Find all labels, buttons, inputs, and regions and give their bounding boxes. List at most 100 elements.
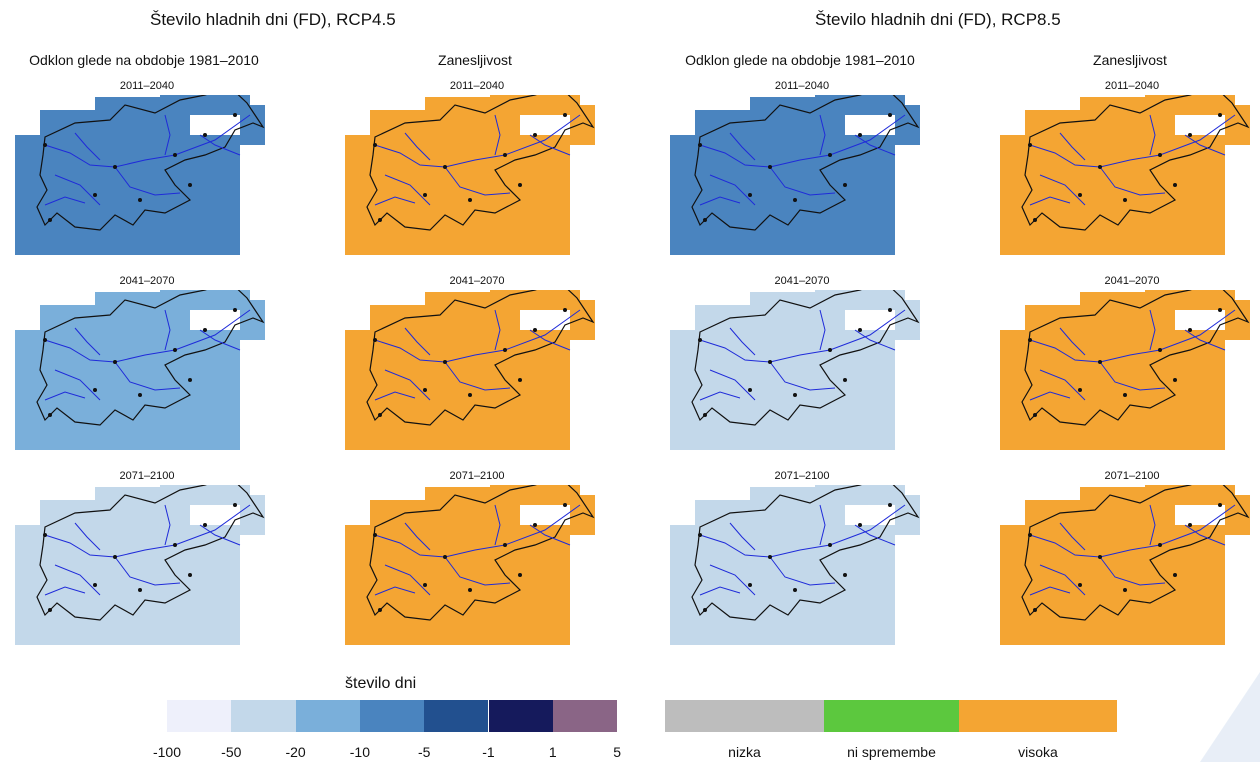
city-marker <box>888 503 892 507</box>
city-marker <box>468 393 472 397</box>
river-line <box>769 556 836 586</box>
city-marker <box>48 608 52 612</box>
river-line <box>374 534 446 558</box>
river-line <box>1029 144 1101 168</box>
city-marker <box>93 388 97 392</box>
city-marker <box>1078 583 1082 587</box>
river-line <box>709 564 756 596</box>
city-marker <box>563 113 567 117</box>
city-marker <box>43 143 47 147</box>
city-marker <box>1028 533 1032 537</box>
map-grid-cell <box>490 290 580 310</box>
city-marker <box>888 113 892 117</box>
river-line <box>709 174 756 206</box>
map-grid-cell <box>815 485 905 505</box>
city-marker <box>1028 338 1032 342</box>
city-marker <box>793 393 797 397</box>
river-line <box>44 196 86 206</box>
city-marker <box>748 583 752 587</box>
river-line <box>699 144 771 168</box>
city-marker <box>748 388 752 392</box>
river-line <box>444 361 511 391</box>
river-line <box>819 504 826 546</box>
city-marker <box>518 378 522 382</box>
period-label-reliability: 2011–2040 <box>1104 80 1160 92</box>
country-border <box>366 485 595 621</box>
city-marker <box>233 113 237 117</box>
legend-days-tick: 1 <box>548 744 557 760</box>
city-marker <box>443 360 447 364</box>
river-line <box>74 522 101 551</box>
deviation-map <box>670 95 920 255</box>
river-line <box>1029 391 1071 401</box>
city-marker <box>533 328 537 332</box>
city-marker <box>468 588 472 592</box>
river-line <box>819 114 826 156</box>
country-border <box>366 290 595 426</box>
city-marker <box>203 133 207 137</box>
city-marker <box>173 153 177 157</box>
river-line <box>854 524 896 546</box>
city-marker <box>373 338 377 342</box>
map-grid-cell <box>160 485 250 505</box>
river-line <box>114 361 181 391</box>
city-marker <box>43 338 47 342</box>
period-label-reliability: 2041–2070 <box>1104 275 1160 287</box>
city-marker <box>843 183 847 187</box>
river-line <box>1029 196 1071 206</box>
city-marker <box>378 413 382 417</box>
river-line <box>374 144 446 168</box>
city-marker <box>703 218 707 222</box>
deviation-map <box>670 290 920 450</box>
river-line <box>164 309 171 351</box>
country-border <box>1021 290 1250 426</box>
period-label-reliability: 2011–2040 <box>449 80 505 92</box>
map-grid-cell <box>1145 290 1235 310</box>
legend-days-swatch <box>424 700 489 732</box>
river-line <box>699 339 771 363</box>
legend-days-swatch <box>552 700 618 732</box>
city-marker <box>1098 165 1102 169</box>
river-line <box>529 329 571 351</box>
map-grid-cell <box>160 290 250 310</box>
city-marker <box>828 153 832 157</box>
city-marker <box>443 165 447 169</box>
river-line <box>54 174 101 206</box>
city-marker <box>113 360 117 364</box>
river-line <box>404 327 431 356</box>
river-line <box>769 361 836 391</box>
river-line <box>699 391 741 401</box>
city-marker <box>423 388 427 392</box>
river-line <box>444 166 511 196</box>
period-label-deviation: 2011–2040 <box>119 80 175 92</box>
river-line <box>1039 174 1086 206</box>
river-line <box>494 309 501 351</box>
city-marker <box>1078 388 1082 392</box>
col-header-deviation-rcp85: Odklon glede na obdobje 1981–2010 <box>685 52 915 68</box>
city-marker <box>1123 588 1127 592</box>
legend-reliability-label: visoka <box>1018 744 1058 760</box>
city-marker <box>113 555 117 559</box>
period-label-deviation: 2071–2100 <box>774 470 830 482</box>
legend-days-title: število dni <box>345 675 417 692</box>
city-marker <box>378 608 382 612</box>
legend-days-swatch <box>231 700 296 732</box>
legend-days-swatch <box>488 700 553 732</box>
river-line <box>1184 329 1226 351</box>
city-marker <box>1218 503 1222 507</box>
city-marker <box>1158 348 1162 352</box>
legend-days-swatch <box>359 700 425 732</box>
city-marker <box>563 503 567 507</box>
corner-decoration <box>1200 672 1260 762</box>
city-marker <box>1188 133 1192 137</box>
city-marker <box>1158 543 1162 547</box>
map-grid-cell <box>815 290 905 310</box>
river-line <box>1184 524 1226 546</box>
river-line <box>114 556 181 586</box>
map-grid-cell <box>815 95 905 115</box>
river-line <box>374 586 416 596</box>
city-marker <box>138 588 142 592</box>
legend-days-tick: -100 <box>152 744 182 760</box>
river-line <box>199 329 241 351</box>
city-marker <box>173 348 177 352</box>
